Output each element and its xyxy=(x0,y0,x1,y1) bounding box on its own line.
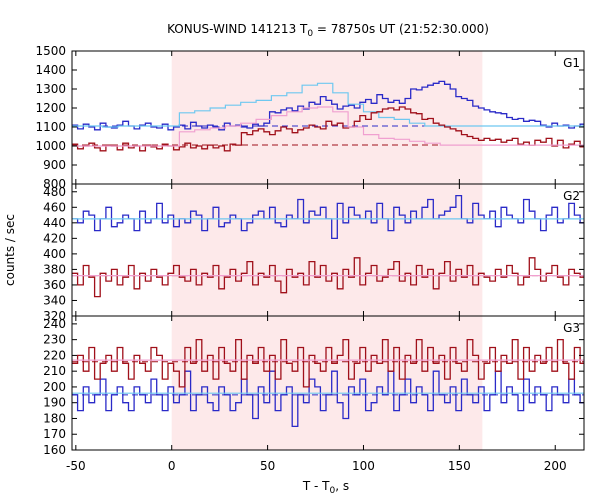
series-pink-line xyxy=(72,106,584,147)
x-tick-label: 200 xyxy=(544,459,567,473)
x-tick-label: 0 xyxy=(168,459,176,473)
y-tick-label: 210 xyxy=(43,364,66,378)
y-tick-label: 340 xyxy=(43,293,66,307)
x-tick-label: -50 xyxy=(66,459,86,473)
y-tick-label: 180 xyxy=(43,411,66,425)
y-tick-label: 400 xyxy=(43,247,66,261)
y-tick-label: 220 xyxy=(43,348,66,362)
y-tick-label: 200 xyxy=(43,380,66,394)
series-red-line xyxy=(72,257,584,298)
series-blue-line xyxy=(72,80,584,131)
panel-frame xyxy=(71,315,585,451)
y-tick-label: 460 xyxy=(43,200,66,214)
y-tick-label: 230 xyxy=(43,333,66,347)
series-red-line xyxy=(72,338,584,388)
y-tick-label: 440 xyxy=(43,216,66,230)
y-tick-label: 420 xyxy=(43,231,66,245)
y-axis-label: counts / sec xyxy=(3,214,17,286)
chart-title: KONUS-WIND 141213 T0 = 78750s UT (21:52:… xyxy=(167,22,489,39)
y-tick-label: 320 xyxy=(43,309,66,323)
y-tick-label: 170 xyxy=(43,427,66,441)
y-tick-label: 1300 xyxy=(35,82,66,96)
y-tick-label: 1000 xyxy=(35,139,66,153)
y-tick-label: 190 xyxy=(43,396,66,410)
y-tick-label: 360 xyxy=(43,278,66,292)
highlight-band xyxy=(171,184,483,316)
y-tick-label: 480 xyxy=(43,185,66,199)
y-tick-label: 1200 xyxy=(35,101,66,115)
y-tick-label: 1100 xyxy=(35,120,66,134)
x-tick-label: 100 xyxy=(352,459,375,473)
series-blue-line xyxy=(72,194,584,240)
y-tick-label: 900 xyxy=(43,158,66,172)
highlight-band xyxy=(171,316,483,450)
x-tick-label: 150 xyxy=(448,459,471,473)
x-tick-label: 50 xyxy=(260,459,275,473)
y-tick-label: 1400 xyxy=(35,63,66,77)
y-tick-label: 380 xyxy=(43,262,66,276)
panel-label: G1 xyxy=(563,56,580,70)
x-axis-label: T - T0, s xyxy=(302,479,349,496)
highlight-band xyxy=(171,51,483,184)
y-tick-label: 1500 xyxy=(35,44,66,58)
panel-g1: 800 900 1000 1100 1200 1300 1400 1500 G1 xyxy=(35,44,585,191)
panel-label: G2 xyxy=(563,189,580,203)
series-red-line xyxy=(72,106,584,152)
panel-label: G3 xyxy=(563,321,580,335)
y-tick-label: 160 xyxy=(43,443,66,457)
y-tick-label: 800 xyxy=(43,177,66,191)
y-tick-label: 240 xyxy=(43,317,66,331)
series-cyan-line xyxy=(72,82,584,128)
